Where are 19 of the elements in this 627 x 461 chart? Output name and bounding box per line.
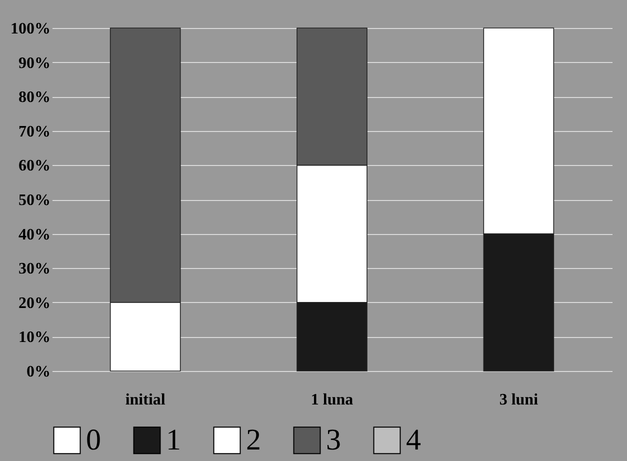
y-tick-label: 20%: [18, 294, 50, 312]
y-tick-label: 100%: [10, 20, 50, 38]
y-tick-label: 0%: [26, 364, 50, 380]
legend-label: 1: [166, 423, 181, 456]
y-tick-label: 30%: [18, 260, 50, 278]
legend-label: 4: [406, 423, 421, 456]
y-tick-label: 10%: [18, 329, 50, 346]
legend-label: 3: [326, 423, 341, 456]
legend-label: 2: [246, 423, 261, 456]
legend-label: 0: [86, 423, 101, 456]
y-tick-label: 40%: [18, 226, 50, 244]
y-tick-label: 90%: [18, 54, 50, 72]
x-tick-label: initial: [125, 392, 166, 408]
y-tick-label: 50%: [18, 192, 50, 209]
y-tick-label: 80%: [18, 89, 50, 106]
y-tick-label: 60%: [18, 158, 50, 175]
y-tick-label: 70%: [18, 123, 50, 140]
x-tick-label: 3 luni: [499, 392, 539, 408]
x-tick-label: 1 luna: [310, 392, 354, 408]
